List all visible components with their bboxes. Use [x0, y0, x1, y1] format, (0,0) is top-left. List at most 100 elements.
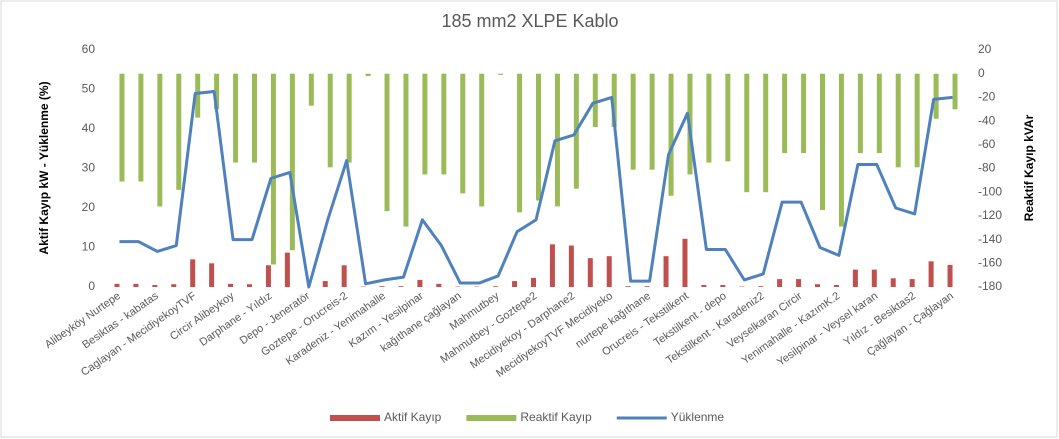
bar	[379, 286, 385, 287]
bar	[820, 73, 825, 210]
bar	[209, 263, 215, 287]
bar	[876, 73, 882, 154]
chart-title: 185 mm2 XLPE Kablo	[441, 11, 618, 31]
bar	[857, 73, 863, 154]
bar	[157, 73, 163, 207]
bar	[909, 279, 915, 287]
bar	[801, 73, 807, 154]
bar	[587, 258, 593, 287]
bar	[308, 73, 314, 106]
legend-swatch	[466, 415, 517, 421]
legend-swatch	[330, 415, 380, 421]
bar	[252, 73, 257, 163]
bar	[952, 73, 958, 110]
y-tick-label: 30	[82, 161, 96, 175]
bar	[171, 284, 177, 287]
bar	[914, 73, 920, 168]
bar	[777, 279, 783, 287]
bar	[138, 73, 144, 182]
bar	[322, 281, 328, 287]
bar	[815, 284, 820, 287]
bar	[195, 73, 201, 118]
y-tick-label: 20	[82, 200, 96, 214]
bar	[682, 238, 688, 287]
bar	[852, 269, 858, 287]
y2-tick-label: -140	[978, 232, 1002, 246]
legend-label: Yüklenme	[671, 410, 725, 424]
bar	[838, 73, 844, 227]
bar	[493, 286, 499, 287]
bar	[512, 281, 518, 287]
bar	[663, 256, 669, 287]
y-tick-label: 60	[82, 42, 96, 56]
y2-tick-label: -40	[978, 113, 996, 127]
legend-label: Reaktif Kayıp	[520, 410, 592, 424]
y2-tick-label: 0	[978, 66, 985, 80]
bar	[228, 283, 234, 287]
bar	[498, 73, 504, 75]
bar	[233, 73, 239, 163]
bar	[365, 73, 371, 77]
bar	[549, 244, 555, 287]
bar	[568, 245, 574, 287]
bar	[630, 73, 636, 170]
bar	[933, 73, 939, 119]
bar	[668, 73, 674, 196]
bar	[341, 265, 347, 287]
bar	[744, 73, 750, 193]
bar	[611, 73, 617, 128]
bar	[119, 73, 125, 182]
bar	[895, 73, 901, 168]
bar	[606, 256, 612, 287]
bar	[725, 73, 731, 162]
y-tick-label: 40	[82, 121, 96, 135]
bar	[247, 284, 252, 287]
bar	[398, 286, 404, 287]
bar	[190, 259, 196, 287]
bar	[214, 73, 220, 110]
bar	[531, 277, 536, 287]
bar	[536, 73, 541, 201]
y2-axis-label: Reaktif Kayıp kVAr	[1022, 114, 1036, 221]
bar	[706, 73, 712, 163]
y-tick-label: 50	[82, 82, 96, 96]
y2-tick-label: -120	[978, 208, 1002, 222]
bar	[265, 265, 271, 287]
bar	[758, 286, 764, 287]
bar	[763, 73, 769, 193]
bar	[720, 285, 726, 287]
y2-tick-label: -100	[978, 184, 1002, 198]
bar	[796, 279, 802, 287]
bar	[422, 73, 428, 175]
bar	[327, 73, 333, 168]
bar	[417, 279, 423, 287]
y2-tick-label: -60	[978, 137, 996, 151]
bar	[592, 73, 598, 128]
bar	[133, 283, 139, 287]
y-tick-label: 0	[88, 279, 95, 293]
bar	[460, 73, 466, 194]
bar	[289, 73, 295, 251]
bar	[833, 285, 839, 287]
bar	[890, 278, 896, 287]
bar	[649, 73, 655, 170]
legend-label: Aktif Kayıp	[384, 410, 442, 424]
y2-tick-label: -20	[978, 90, 996, 104]
bar	[176, 73, 182, 190]
bar	[284, 252, 290, 287]
bar	[441, 73, 447, 175]
line	[119, 89, 953, 289]
bar	[152, 285, 158, 287]
bar	[701, 285, 707, 287]
bar	[270, 73, 276, 265]
bar	[436, 283, 442, 287]
bar	[625, 286, 631, 287]
y2-tick-label: 20	[978, 42, 992, 56]
y2-tick-label: -160	[978, 255, 1002, 269]
y2-tick-label: -180	[978, 279, 1002, 293]
y2-tick-label: -80	[978, 161, 996, 175]
y-axis-label: Aktif Kayıp kW - Yüklenme (%)	[37, 81, 51, 254]
bar	[479, 73, 485, 207]
